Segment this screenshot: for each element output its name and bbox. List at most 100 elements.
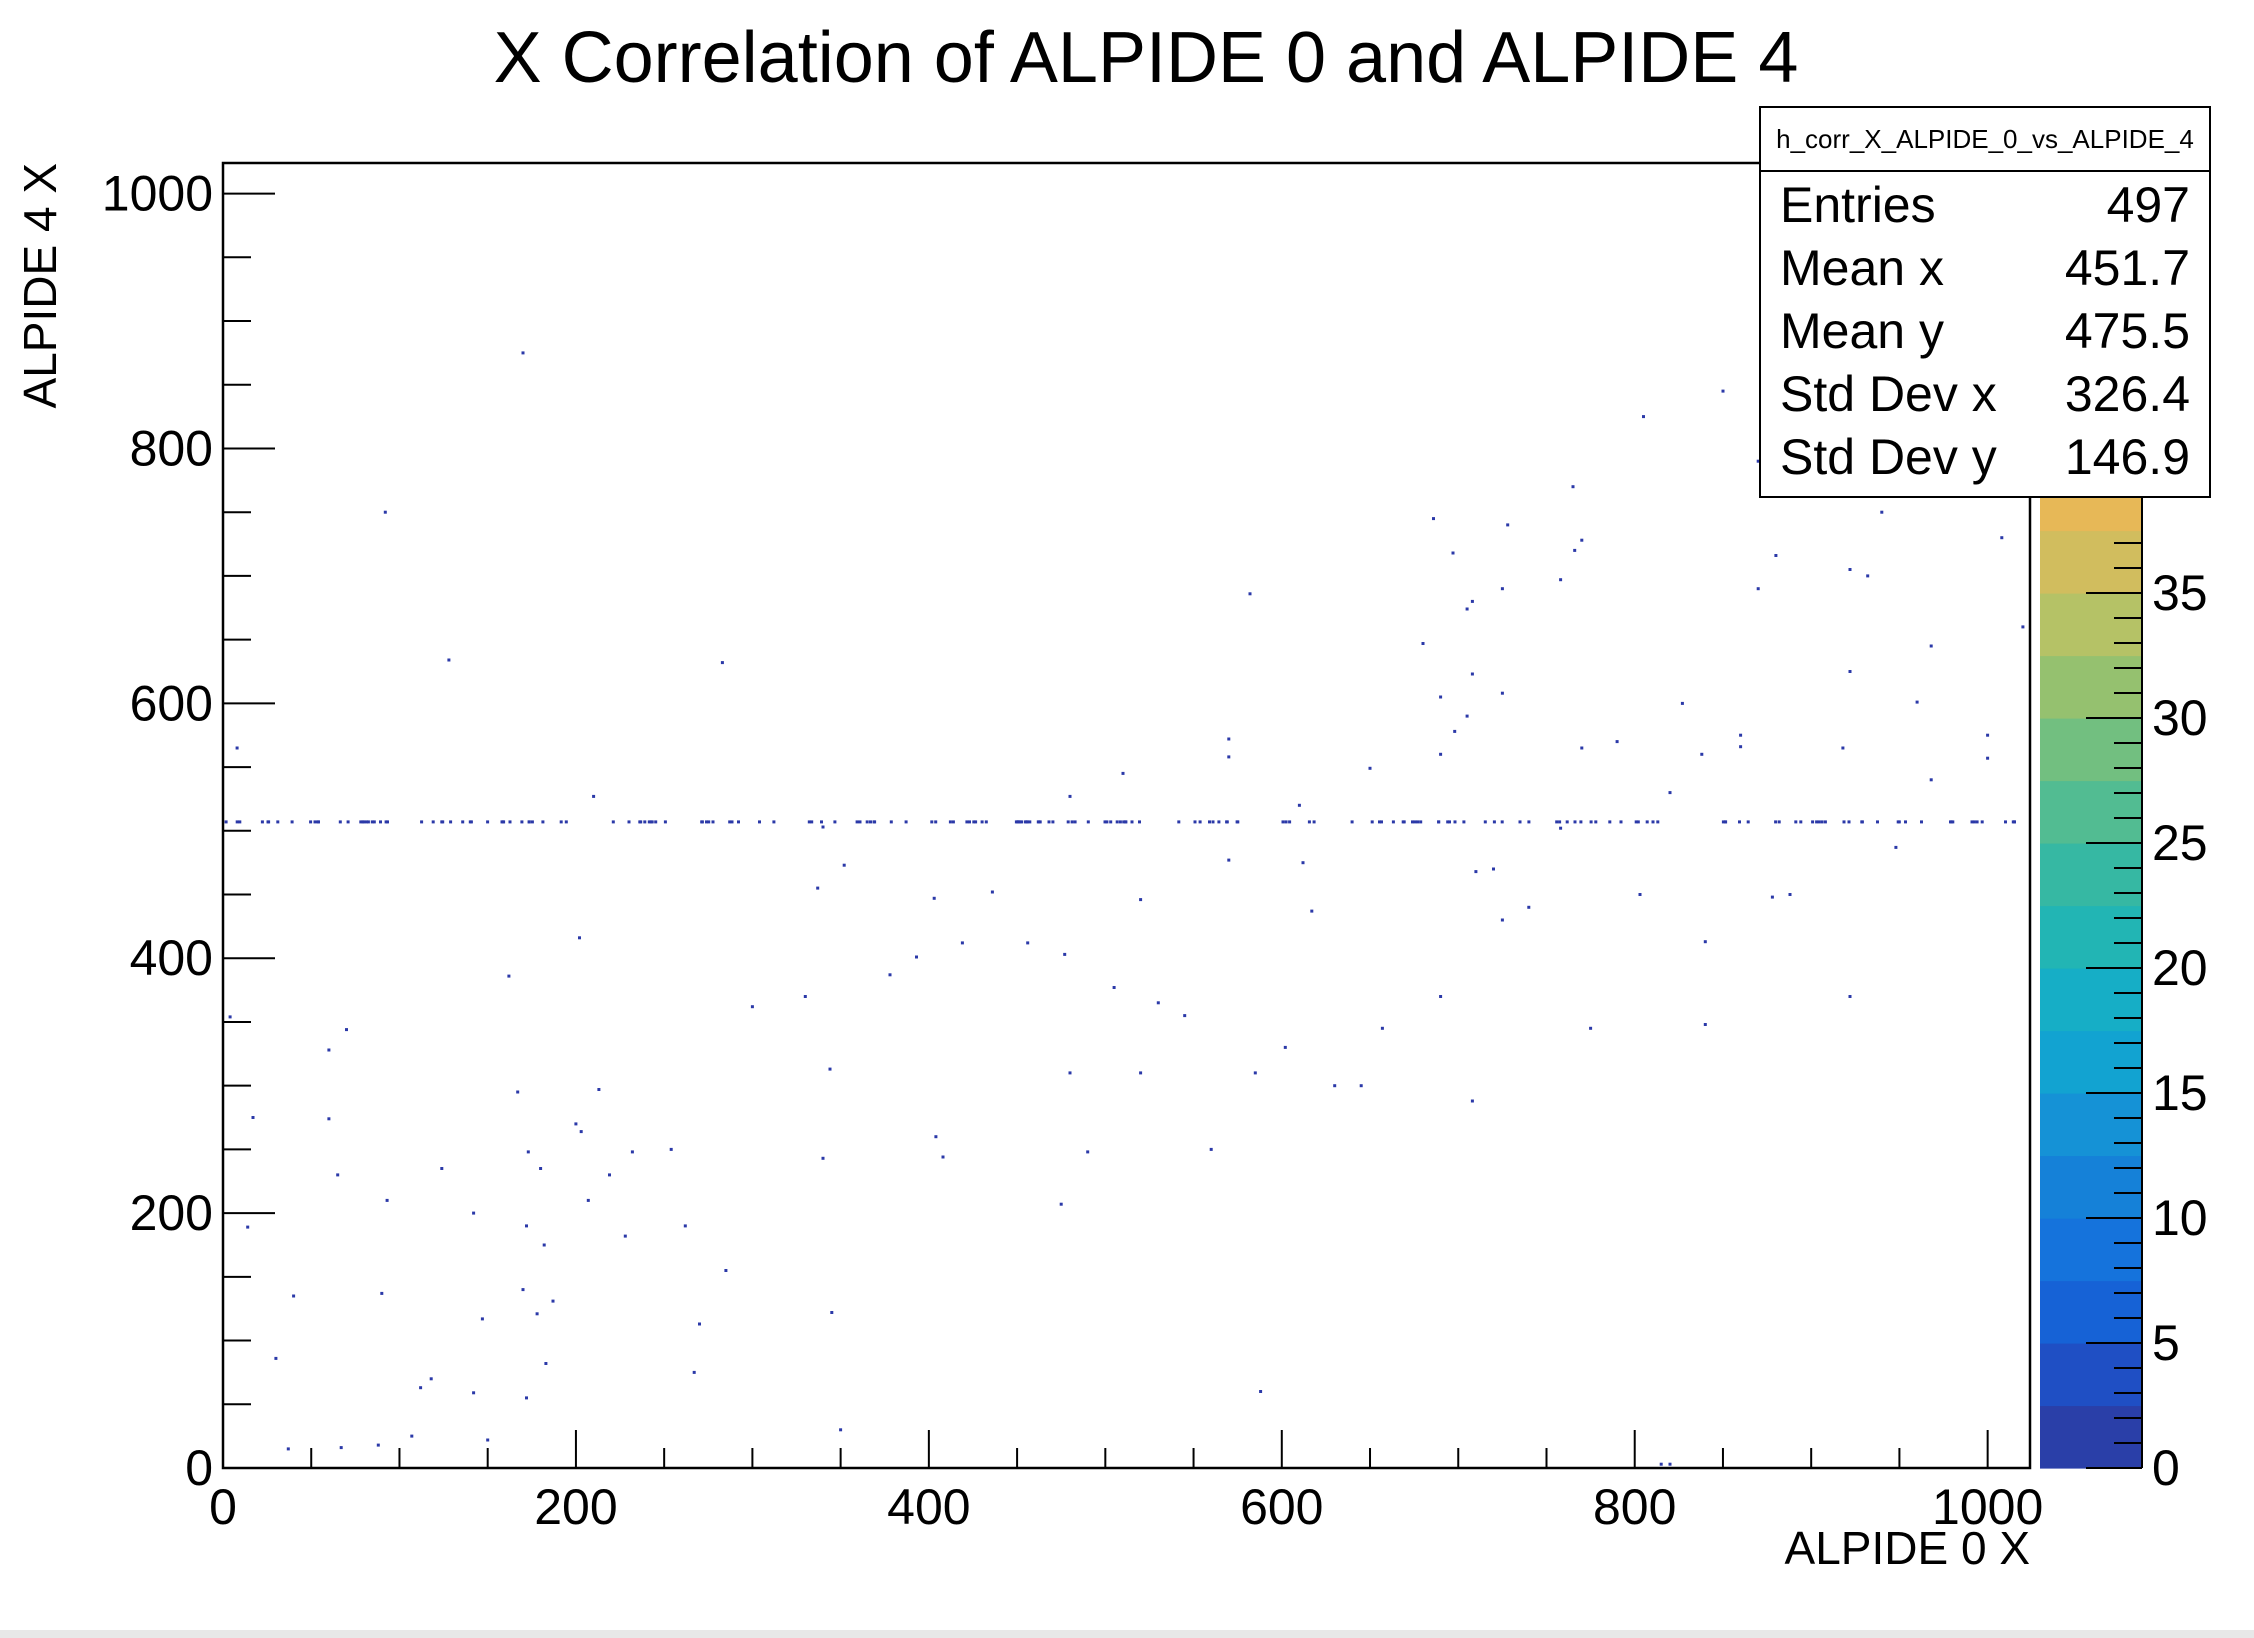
data-point xyxy=(1209,1147,1213,1151)
data-point xyxy=(1841,746,1845,750)
band-point xyxy=(807,820,811,824)
color-scale-tick-label: 20 xyxy=(2152,940,2208,996)
data-point xyxy=(1451,551,1455,555)
statistics-histogram-name: h_corr_X_ALPIDE_0_vs_ALPIDE_4 xyxy=(1776,124,2194,154)
band-point xyxy=(1462,820,1466,824)
color-scale-axis: 0 5 10 15 20 25 30 35 xyxy=(2086,542,2208,1496)
window-bottom-edge xyxy=(0,1630,2254,1638)
band-point xyxy=(1453,820,1457,824)
data-point xyxy=(1880,510,1884,514)
data-point xyxy=(447,658,451,662)
band-point xyxy=(1446,820,1450,824)
band-point xyxy=(1411,820,1414,824)
band-point xyxy=(1949,820,1952,824)
band-point xyxy=(1288,820,1292,824)
data-point xyxy=(821,825,825,829)
data-point xyxy=(521,351,525,355)
data-point xyxy=(1310,909,1314,913)
band-point xyxy=(810,820,814,824)
y-tick-label: 200 xyxy=(130,1185,213,1241)
data-point xyxy=(1439,995,1443,998)
band-point xyxy=(1413,820,1417,824)
band-point xyxy=(1820,820,1824,824)
band-point xyxy=(627,820,631,824)
band-point xyxy=(1028,820,1032,824)
data-point xyxy=(1589,1026,1593,1030)
band-point xyxy=(1799,820,1803,824)
data-point xyxy=(1559,578,1563,582)
data-point xyxy=(698,1322,701,1326)
band-point xyxy=(508,820,512,824)
band-point xyxy=(1380,820,1383,824)
band-point xyxy=(1847,820,1851,824)
band-point xyxy=(711,820,715,824)
data-point xyxy=(1227,755,1231,759)
statistics-box: h_corr_X_ALPIDE_0_vs_ALPIDE_4 Entries 497… xyxy=(1759,106,2211,498)
x-tick-label: 600 xyxy=(1240,1479,1323,1535)
band-point xyxy=(865,820,869,824)
data-marks xyxy=(224,351,2025,1466)
band-point xyxy=(420,820,424,824)
color-scale-swatch xyxy=(2040,1280,2142,1344)
data-point xyxy=(1227,737,1231,741)
band-point xyxy=(1518,820,1522,824)
data-point xyxy=(1465,607,1469,611)
color-scale-swatch xyxy=(2040,780,2142,844)
data-point xyxy=(480,1317,484,1321)
data-point xyxy=(1500,691,1504,695)
band-point xyxy=(1527,820,1531,824)
band-point xyxy=(1636,820,1640,824)
data-point xyxy=(608,1173,611,1177)
band-point xyxy=(639,820,643,824)
data-point xyxy=(1894,845,1898,849)
y-tick-label: 0 xyxy=(185,1440,213,1496)
band-point xyxy=(224,820,228,824)
x-axis-title: ALPIDE 0 X xyxy=(1785,1522,2030,1574)
data-point xyxy=(821,1156,825,1160)
band-point xyxy=(440,820,444,824)
band-point xyxy=(965,820,969,824)
data-point xyxy=(578,936,581,940)
statistics-label: Std Dev x xyxy=(1780,366,1997,422)
band-point xyxy=(1500,820,1504,824)
band-point xyxy=(1721,820,1725,824)
band-point xyxy=(1860,820,1864,824)
data-point xyxy=(292,1294,296,1298)
band-point xyxy=(1307,820,1311,824)
band-point xyxy=(974,820,978,824)
data-point xyxy=(842,863,846,867)
data-point xyxy=(542,1243,546,1247)
band-point xyxy=(1823,820,1827,824)
data-point xyxy=(1465,714,1469,718)
band-point xyxy=(1211,820,1215,824)
data-point xyxy=(1359,1084,1363,1088)
band-point xyxy=(647,820,651,824)
band-point xyxy=(362,820,366,824)
data-point xyxy=(1139,1071,1143,1075)
band-point xyxy=(1115,820,1119,824)
band-point xyxy=(1284,820,1288,824)
band-point xyxy=(1651,820,1655,824)
band-point xyxy=(1817,820,1821,824)
data-point xyxy=(1380,1026,1384,1030)
data-point xyxy=(1929,778,1933,782)
data-point xyxy=(2021,625,2025,629)
data-point xyxy=(525,1396,528,1400)
data-point xyxy=(623,1234,627,1238)
band-point xyxy=(379,820,382,824)
band-point xyxy=(1047,820,1051,824)
band-point xyxy=(431,820,435,824)
data-point xyxy=(1680,701,1684,705)
data-point xyxy=(1474,870,1478,874)
band-point xyxy=(1025,820,1029,824)
band-point xyxy=(611,820,615,824)
band-point xyxy=(1777,820,1781,824)
data-point xyxy=(1506,523,1510,527)
band-point xyxy=(1378,820,1381,824)
data-point xyxy=(1156,1001,1160,1005)
data-point xyxy=(888,973,892,977)
y-tick-label: 400 xyxy=(130,930,213,986)
band-point xyxy=(1217,820,1221,824)
band-point xyxy=(384,820,388,824)
y-tick-label: 1000 xyxy=(102,166,213,222)
